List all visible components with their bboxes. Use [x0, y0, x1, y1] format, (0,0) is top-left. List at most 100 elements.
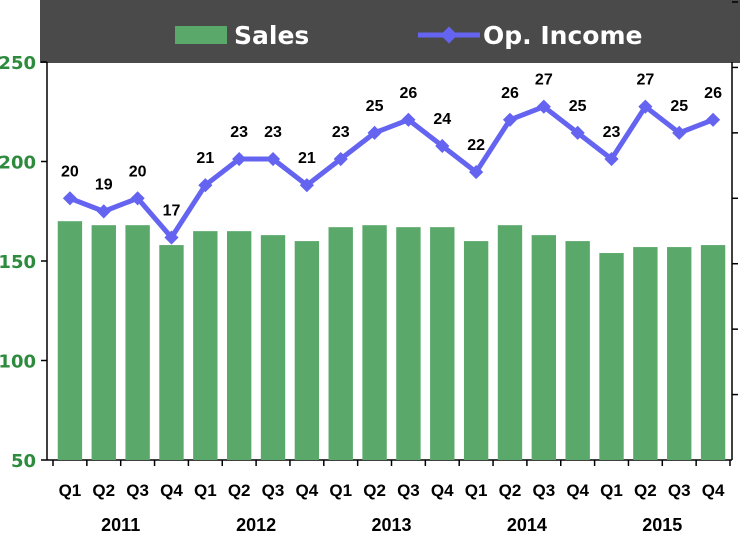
sales-bar: [294, 241, 320, 460]
income-data-label: 26: [704, 85, 722, 102]
quarter-label: Q4: [566, 481, 589, 500]
income-point: [198, 178, 213, 193]
sales-bar: [463, 241, 489, 460]
income-point: [62, 191, 77, 206]
sales-bar: [226, 231, 252, 460]
quarter-label: Q4: [160, 481, 183, 500]
income-point: [435, 138, 450, 154]
quarter-label: Q2: [92, 481, 115, 500]
legend-swatch-sales: [175, 26, 227, 44]
legend: Sales Op. Income: [40, 0, 740, 63]
left-axis-ticks: 50 100 150 200 250: [0, 53, 47, 472]
legend-label-income: Op. Income: [483, 21, 642, 50]
income-point: [401, 112, 416, 127]
sales-bar: [328, 227, 353, 460]
income-point: [672, 125, 687, 140]
quarter-label: Q2: [634, 481, 657, 500]
income-data-label: 21: [298, 150, 316, 167]
income-data-label: 23: [230, 124, 248, 141]
income-data-label: 23: [603, 124, 621, 141]
sales-bar: [57, 221, 83, 460]
income-data-label: 26: [501, 85, 519, 102]
sales-bar: [396, 227, 421, 460]
income-line: [62, 99, 721, 245]
left-tick-label: 100: [0, 352, 36, 373]
quarter-label: Q3: [262, 481, 285, 500]
year-label: 2011: [101, 515, 140, 535]
income-data-label: 20: [129, 163, 147, 180]
income-point: [164, 230, 179, 245]
legend-background: [40, 0, 740, 63]
quarter-label: Q1: [600, 481, 623, 500]
income-data-label: 17: [163, 203, 181, 220]
quarter-label: Q2: [228, 481, 251, 500]
quarter-label: Q4: [431, 481, 454, 500]
left-tick-label: 150: [0, 252, 36, 273]
sales-bar: [599, 253, 624, 460]
sales-bar: [91, 225, 116, 460]
sales-bar: [667, 247, 692, 460]
sales-bar: [633, 247, 658, 460]
sales-bar: [497, 225, 523, 460]
left-tick-label: 250: [0, 53, 36, 74]
left-tick-label: 50: [11, 451, 36, 472]
sales-bar: [159, 245, 184, 460]
income-data-label: 27: [636, 72, 654, 89]
year-label: 2012: [236, 515, 276, 535]
sales-bars: [57, 221, 726, 460]
income-series-line: [69, 104, 714, 241]
sales-bar: [531, 235, 557, 460]
quarter-label: Q2: [363, 481, 386, 500]
income-point: [232, 151, 247, 167]
income-point: [469, 165, 484, 180]
year-label: 2014: [507, 515, 547, 535]
income-point: [96, 204, 111, 219]
income-data-label: 21: [196, 150, 214, 167]
income-point: [299, 178, 314, 193]
quarter-label: Q3: [668, 481, 691, 500]
income-data-label: 23: [264, 124, 282, 141]
legend-label-sales: Sales: [234, 21, 309, 50]
sales-bar: [565, 241, 590, 460]
income-point: [265, 151, 281, 167]
income-data-label: 23: [332, 124, 350, 141]
right-axis-ticks: [732, 1, 738, 396]
income-data-label: 20: [61, 163, 79, 180]
income-data-labels: 20 19 20 17 21 23 23 21 23 25 26 24 22 26 27 25 23 27 25 26: [61, 72, 722, 220]
income-data-label: 25: [569, 98, 587, 115]
income-point: [536, 99, 551, 114]
quarter-label: Q4: [702, 481, 725, 500]
sales-bar: [700, 245, 726, 460]
year-labels: 2011 2012 2013 2014 2015: [101, 515, 682, 535]
quarter-label: Q1: [465, 481, 488, 500]
left-tick-label: 200: [0, 153, 36, 174]
quarter-label: Q1: [194, 481, 217, 500]
quarter-label: Q2: [499, 481, 522, 500]
income-data-label: 24: [433, 111, 451, 128]
year-label: 2013: [371, 515, 411, 535]
income-data-label: 27: [535, 72, 553, 89]
quarter-label: Q4: [296, 481, 319, 500]
year-label: 2015: [642, 515, 682, 535]
income-point: [638, 99, 653, 114]
quarter-label: Q3: [126, 481, 149, 500]
sales-bar: [125, 225, 150, 460]
quarter-label: Q1: [59, 481, 82, 500]
income-data-label: 26: [400, 85, 418, 102]
quarter-label: Q3: [532, 481, 555, 500]
income-point: [570, 125, 585, 140]
sales-bar: [193, 231, 218, 460]
income-point: [130, 191, 145, 206]
income-point: [604, 151, 619, 167]
sales-bar: [260, 235, 286, 460]
quarter-label: Q3: [397, 481, 420, 500]
income-data-label: 19: [95, 176, 113, 193]
income-point: [333, 151, 348, 167]
sales-bar: [362, 225, 387, 460]
sales-bar: [430, 227, 455, 460]
x-axis-ticks: Q1 Q2 Q3 Q4 Q1 Q2 Q3 Q4 Q1 Q2 Q3 Q4 Q1 Q2 Q3 Q4 Q1 Q2 Q3 Q4: [52, 460, 731, 500]
quarter-label: Q1: [329, 481, 352, 500]
income-data-label: 25: [670, 98, 688, 115]
income-point: [706, 112, 721, 127]
